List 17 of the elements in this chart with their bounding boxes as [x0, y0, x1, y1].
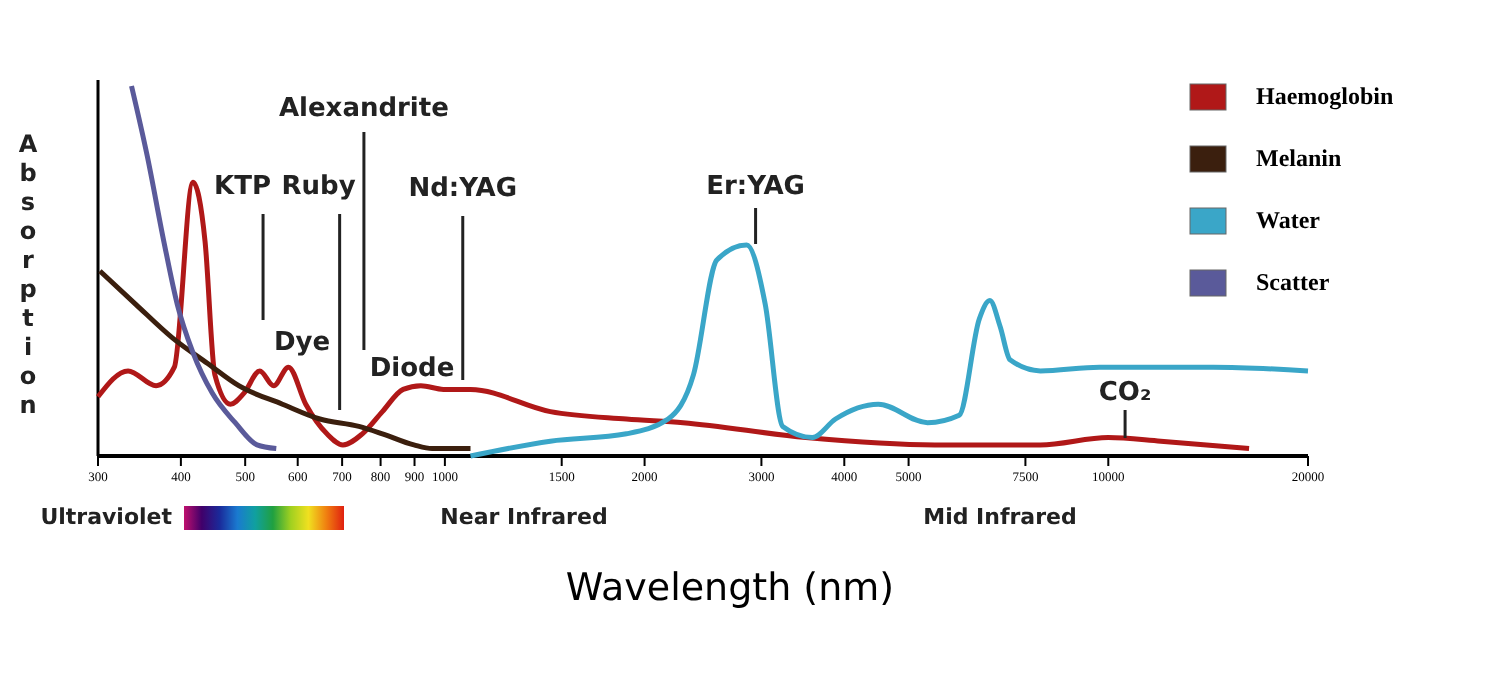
legend-label: Scatter: [1256, 268, 1331, 296]
ref-line-label: Ruby: [281, 172, 357, 202]
ref-line-label: Alexandrite: [278, 94, 450, 124]
legend-label: Melanin: [1256, 144, 1342, 172]
x-axis-title: Wavelength (nm): [565, 566, 895, 610]
text: Ultraviolet: [40, 504, 172, 530]
annotation: Dye: [273, 328, 331, 358]
legend-label: Haemoglobin: [1256, 82, 1394, 110]
ref-line-label: KTP: [214, 172, 272, 202]
text: Absorption: [18, 130, 38, 419]
annotation: Diode: [369, 354, 455, 384]
legend-label: Water: [1256, 206, 1322, 234]
ref-line-label: CO₂: [1098, 378, 1152, 408]
text: Mid Infrared: [923, 504, 1077, 530]
ref-line-label: Nd:YAG: [408, 174, 518, 204]
text: Near Infrared: [440, 504, 608, 530]
ref-line-label: Er:YAG: [706, 172, 805, 202]
